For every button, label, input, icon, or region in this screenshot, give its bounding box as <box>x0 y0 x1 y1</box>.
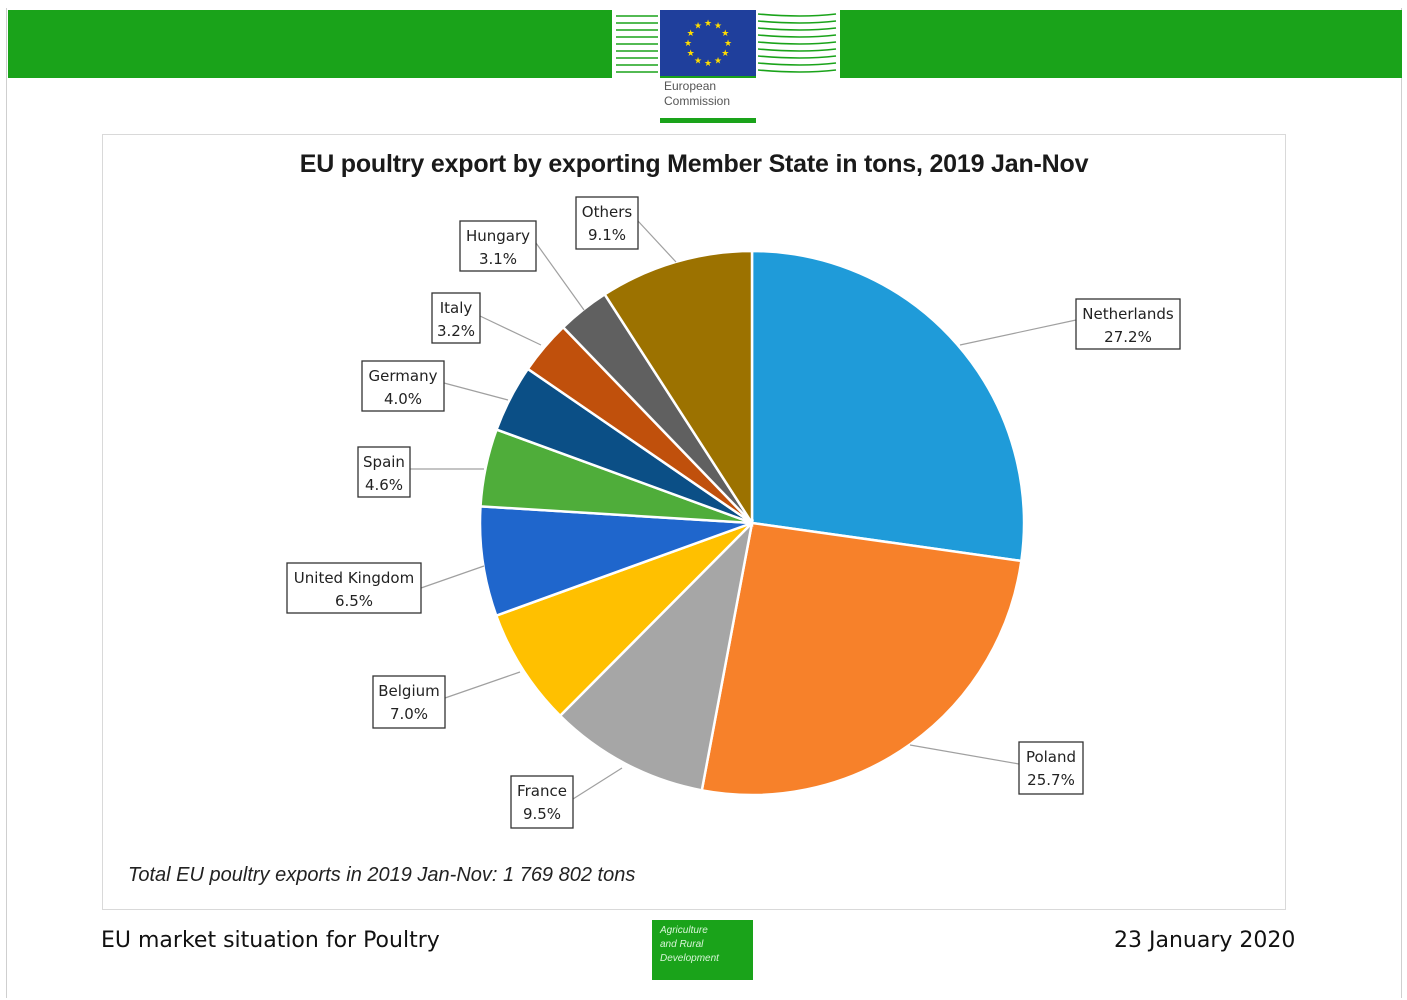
pie-slice-others <box>602 249 754 528</box>
data-label-value-poland: 25.7% <box>1027 771 1075 789</box>
footer-title: EU market situation for Poultry <box>101 928 440 953</box>
data-label-value-hungary: 3.1% <box>479 250 517 268</box>
ec-name: European Commission <box>664 79 731 108</box>
pie-slice-poland <box>700 521 1023 797</box>
data-label-box-spain <box>357 446 411 498</box>
data-label-box-germany <box>361 360 445 412</box>
chart-title: EU poultry export by exporting Member St… <box>299 150 1089 178</box>
data-label-box-united-kingdom <box>286 562 422 614</box>
flag-star-icon: ★ <box>704 19 712 29</box>
pie-slice-france <box>558 519 754 792</box>
data-label-name-netherlands: Netherlands <box>1082 305 1174 323</box>
leader-line-netherlands <box>959 319 1077 346</box>
leader-line-hungary <box>535 242 585 311</box>
data-label-box-belgium <box>372 675 446 729</box>
data-label-box-netherlands <box>1075 298 1181 350</box>
dg-name: Agriculture and Rural Development <box>660 925 719 964</box>
data-label-box-hungary <box>459 220 537 272</box>
flag-star-icon: ★ <box>687 49 695 59</box>
data-label-name-others: Others <box>582 203 633 221</box>
footer-date: 23 January 2020 <box>1114 928 1296 953</box>
ec-underline <box>660 118 756 123</box>
data-label-box-poland <box>1018 741 1084 795</box>
data-label-value-united-kingdom: 6.5% <box>335 592 373 610</box>
data-label-value-france: 9.5% <box>523 805 561 823</box>
data-label-name-belgium: Belgium <box>378 682 440 700</box>
leader-line-others <box>637 220 677 263</box>
data-label-value-others: 9.1% <box>588 226 626 244</box>
data-label-name-italy: Italy <box>440 299 473 317</box>
ec-logo-stripes <box>612 10 840 78</box>
data-label-value-netherlands: 27.2% <box>1104 328 1152 346</box>
european-commission-logo: ★ ★ ★ ★ ★ ★ ★ ★ ★ ★ ★ ★ European Commission <box>612 10 840 123</box>
leader-line-germany <box>443 382 509 401</box>
data-label-name-spain: Spain <box>363 453 405 471</box>
flag-star-icon: ★ <box>694 22 702 32</box>
flag-star-icon: ★ <box>714 22 722 32</box>
data-label-name-france: France <box>517 782 567 800</box>
data-label-value-spain: 4.6% <box>365 476 403 494</box>
data-label-value-germany: 4.0% <box>384 390 422 408</box>
data-label-box-france <box>510 775 574 829</box>
leader-line-italy <box>479 315 542 346</box>
data-label-value-italy: 3.2% <box>437 322 475 340</box>
flag-star-icon: ★ <box>721 49 729 59</box>
leader-line-france <box>572 767 623 800</box>
slide-frame <box>6 8 1402 998</box>
eu-flag-icon: ★ ★ ★ ★ ★ ★ ★ ★ ★ ★ ★ ★ <box>660 10 756 76</box>
chart-footnote: Total EU poultry exports in 2019 Jan-Nov… <box>128 864 636 886</box>
dg-agri-logo: Agriculture and Rural Development <box>652 920 753 980</box>
leader-line-belgium <box>444 671 521 699</box>
flag-star-icon: ★ <box>704 59 712 69</box>
pie-slice-netherlands <box>750 249 1026 563</box>
leader-line-united-kingdom <box>420 565 485 589</box>
data-label-name-germany: Germany <box>369 367 438 385</box>
leader-line-poland <box>909 744 1020 765</box>
flag-star-icon: ★ <box>721 29 729 39</box>
flag-star-icon: ★ <box>724 39 732 49</box>
pie-slice-united-kingdom <box>478 505 753 618</box>
data-label-name-united-kingdom: United Kingdom <box>294 569 414 587</box>
data-label-box-italy <box>431 292 481 344</box>
flag-star-icon: ★ <box>684 39 692 49</box>
flag-star-icon: ★ <box>714 56 722 66</box>
data-label-value-belgium: 7.0% <box>390 705 428 723</box>
data-label-box-others <box>575 196 639 250</box>
flag-star-icon: ★ <box>694 56 702 66</box>
data-label-name-poland: Poland <box>1026 748 1076 766</box>
data-label-name-hungary: Hungary <box>466 227 530 245</box>
ec-name-box: European Commission <box>660 78 756 118</box>
pie-slice-belgium <box>494 521 753 718</box>
flag-star-icon: ★ <box>687 29 695 39</box>
